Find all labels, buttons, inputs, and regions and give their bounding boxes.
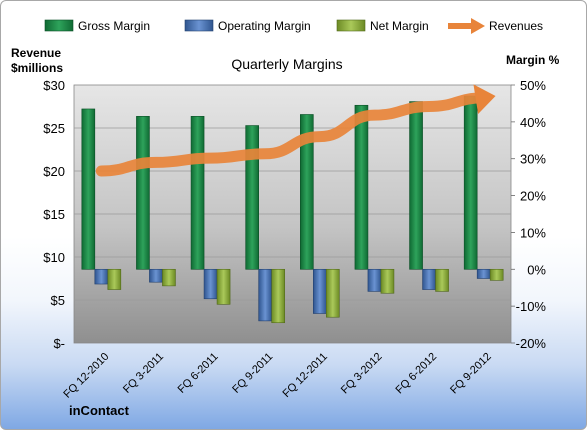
operating-margin-bar [258, 268, 272, 322]
legend-label-revenues: Revenues [489, 19, 543, 33]
left-tick-label: $30 [43, 78, 65, 93]
operating-margin-bar [367, 268, 382, 292]
right-axis-label: Margin % [506, 53, 560, 67]
right-tick-label: 40% [520, 115, 546, 130]
x-tick-label: FQ 3-2012 [339, 351, 385, 397]
net-margin-bar [162, 268, 176, 287]
right-tick-label: 30% [520, 152, 546, 167]
x-tick-label: FQ 6-2012 [394, 351, 440, 397]
left-tick-label: $20 [43, 164, 65, 179]
left-axis-label-line2: $millions [11, 61, 63, 75]
legend-swatch-net-margin [336, 19, 366, 32]
revenue-arrowhead [473, 84, 496, 114]
x-axis-ticks: FQ 12-2010 FQ 3-2011 FQ 6-2011 FQ 9-2011 FQ … [61, 351, 493, 401]
operating-margin-bar [422, 268, 436, 290]
net-margin-bar [435, 268, 449, 292]
right-tick-label: 0% [527, 262, 546, 277]
gross-margin-bar [409, 101, 423, 270]
gross-margin-bar [463, 95, 478, 270]
legend: Gross Margin Operating Margin Net Margin… [44, 18, 543, 34]
gross-margin-bar [354, 104, 369, 270]
revenue-line [95, 84, 496, 177]
x-tick-label: FQ 12-2010 [61, 351, 111, 401]
operating-margin-bar [203, 268, 218, 300]
legend-label-net-margin: Net Margin [370, 19, 429, 33]
legend-label-operating-margin: Operating Margin [218, 19, 311, 33]
x-tick-label: FQ 3-2011 [121, 351, 166, 396]
right-tick-label: 10% [520, 225, 546, 240]
x-tick-label: FQ 6-2011 [176, 351, 221, 396]
operating-margin-bar [149, 268, 163, 283]
right-axis-ticks: -20% -10% 0% 10% 20% 30% 40% 50% [511, 78, 546, 351]
brand-label: inContact [69, 403, 130, 418]
right-tick-label: -20% [516, 336, 547, 351]
left-tick-label: $10 [43, 250, 65, 265]
gross-margin-bar [81, 108, 96, 270]
x-tick-label: FQ 9-2012 [448, 351, 494, 397]
operating-margin-bar [476, 268, 491, 279]
bar-series [81, 95, 504, 324]
left-axis-ticks: $- $5 $10 $15 $20 $25 $30 [43, 78, 65, 351]
net-margin-bar [380, 268, 395, 294]
left-axis-label-line1: Revenue [11, 46, 61, 60]
legend-arrowhead-revenues [471, 18, 485, 34]
legend-swatch-gross-margin [44, 19, 74, 32]
net-margin-bar [489, 268, 504, 281]
legend-label-gross-margin: Gross Margin [78, 19, 150, 33]
right-tick-label: 20% [520, 189, 546, 204]
x-tick-label: FQ 9-2011 [230, 351, 275, 396]
right-tick-label: -10% [516, 299, 547, 314]
net-margin-bar [216, 268, 231, 305]
chart-title: Quarterly Margins [231, 56, 342, 72]
left-tick-label: $25 [43, 121, 65, 136]
legend-swatch-operating-margin [184, 19, 214, 32]
net-margin-bar [326, 268, 340, 318]
gross-margin-bar [190, 116, 205, 270]
left-tick-label: $15 [43, 207, 65, 222]
gross-margin-bar [300, 114, 314, 270]
left-tick-label: $- [53, 336, 65, 351]
gross-margin-bar [245, 125, 259, 270]
x-tick-label: FQ 12-2011 [281, 351, 330, 400]
net-margin-bar [271, 268, 285, 324]
net-margin-bar [107, 268, 122, 290]
operating-margin-bar [313, 268, 327, 314]
right-tick-label: 50% [520, 78, 546, 93]
gross-margin-bar [136, 116, 150, 270]
revenue-line-path [95, 92, 490, 177]
left-tick-label: $5 [51, 293, 65, 308]
operating-margin-bar [94, 268, 109, 285]
